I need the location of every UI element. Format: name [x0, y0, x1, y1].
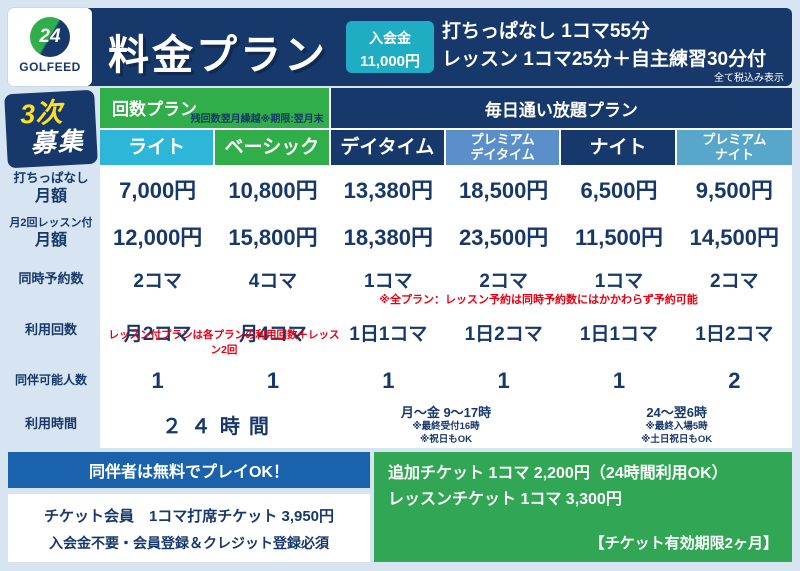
usage-cell: 月4コマ	[239, 324, 307, 345]
usage-cell: 月2コマ	[123, 324, 192, 345]
row-label-usage: 利用回数	[24, 322, 77, 337]
price-table: 回数プラン 残回数翌月繰越※期限:翌月末 毎日通い放題プラン ライト ベーシック…	[100, 88, 792, 448]
column-label-line1: プレミアム	[470, 131, 535, 147]
group-header-unlimited-plan: 毎日通い放題プラン	[330, 88, 792, 128]
row-label-monthly: 打ちっぱなし 月額	[3, 171, 99, 207]
admission-fee-value: 11,000円	[359, 53, 421, 70]
row-label-lesson-monthly: 月2回レッスン付 月額	[3, 217, 99, 251]
reservation-cell: 2コマ	[133, 271, 182, 292]
recruitment-badge: 3次 募集	[4, 89, 98, 169]
row-label-reservations: 同時予約数	[18, 271, 84, 286]
ticket-member-line2: 入会金不要・会員登録＆クレジット登録必須	[49, 535, 329, 551]
row-companions: 1 1 1 1 1 2	[100, 362, 792, 400]
hours-night-note1: ※最終入場5時	[645, 421, 708, 433]
reservation-cell: 1コマ	[364, 271, 413, 292]
companion-cell: 1	[497, 368, 510, 393]
usage-cell: 1日2コマ	[695, 324, 774, 345]
row-label-companions: 同伴可能人数	[14, 373, 87, 387]
lesson-fee-cell: 23,500円	[459, 224, 549, 250]
ticket-validity-note: 【チケット有効期限2ヶ月】	[589, 535, 778, 552]
hours-night: 24～翌6時 ※最終入場5時 ※土日祝日もOK	[561, 400, 792, 448]
hours-night-main: 24～翌6時	[646, 405, 708, 421]
count-plan-label: 回数プラン	[112, 100, 197, 119]
monthly-fee-cell: 6,500円	[580, 178, 658, 203]
lesson-fee-cell: 15,800円	[228, 224, 318, 250]
reservation-note: ※全プラン：レッスン予約は同時予約数にはかかわらず予約可能	[379, 294, 698, 306]
recruitment-badge-line1: 3次	[19, 97, 63, 130]
usage-cell: 1日1コマ	[349, 324, 428, 345]
lesson-fee-cell: 12,000円	[113, 224, 203, 250]
column-header-daytime: デイタイム	[330, 128, 446, 165]
golfeed-logo: 24 GOLFEED	[8, 8, 92, 86]
monthly-fee-cell: 13,380円	[343, 178, 433, 203]
admission-fee-label: 入会金	[369, 30, 411, 46]
admission-fee-box: 入会金 11,000円	[346, 21, 434, 73]
lesson-fee-cell: 14,500円	[689, 224, 779, 250]
companion-cell: 1	[151, 368, 164, 393]
reservation-cell: 2コマ	[710, 271, 759, 292]
row-label-line2: 月額	[34, 231, 67, 249]
header-info: 打ちっぱなし 1コマ55分 レッスン 1コマ25分＋自主練習30分付	[442, 18, 766, 73]
row-label-line1: 打ちっぱなし	[13, 171, 89, 185]
plan-group-headers: 回数プラン 残回数翌月繰越※期限:翌月末 毎日通い放題プラン	[100, 88, 792, 128]
column-header-basic: ベーシック	[215, 128, 331, 165]
additional-ticket-box: 追加チケット 1コマ 2,200円（24時間利用OK） レッスンチケット 1コマ…	[374, 452, 792, 562]
row-label-line2: 月額	[34, 187, 67, 205]
companion-cell: 1	[612, 368, 626, 393]
reservation-cell: 4コマ	[248, 271, 298, 292]
usage-note: レッスン付プランは各プランの利用回数＋レッスン2回	[108, 329, 340, 356]
hours-daytime-main: 月～金 9～17時	[400, 405, 492, 421]
column-label-line2: ナイト	[714, 146, 754, 162]
row-monthly-fee: 7,000円 10,800円 13,380円 18,500円 6,500円 9,…	[100, 165, 792, 213]
row-simultaneous-reservations: 2コマ 4コマ 1コマ 2コマ 1コマ 2コマ ※全プラン：レッスン予約は同時予…	[100, 258, 792, 312]
recruitment-badge-line2: 募集	[29, 126, 86, 158]
header-info-line1: 打ちっぱなし 1コマ55分	[442, 21, 650, 42]
column-label-line1: プレミアム	[702, 131, 767, 147]
column-header-premium-daytime: プレミアム デイタイム	[446, 128, 562, 165]
column-header-night: ナイト	[561, 128, 677, 165]
monthly-fee-cell: 18,500円	[459, 178, 549, 203]
logo-24-icon: 24	[30, 17, 70, 57]
row-usage-count: 月2コマ 月4コマ 1日1コマ 1日2コマ 1日1コマ 1日2コマ レッスン付プ…	[100, 312, 792, 362]
column-header-premium-night: プレミアム ナイト	[676, 128, 792, 165]
row-label-line1: 月2回レッスン付	[9, 217, 93, 229]
logo-brand-text: GOLFEED	[19, 60, 81, 74]
hours-night-note2: ※土日祝日もOK	[641, 433, 713, 445]
hours-daytime: 月～金 9～17時 ※最終受付16時 ※祝日もOK	[331, 400, 562, 448]
monthly-fee-cell: 7,000円	[119, 178, 197, 203]
tax-included-note: 全て税込み表示	[714, 73, 784, 84]
count-plan-note: 残回数翌月繰越※期限:翌月末	[190, 114, 324, 125]
row-hours: ２４時間 月～金 9～17時 ※最終受付16時 ※祝日もOK 24～翌6時 ※最…	[100, 400, 792, 448]
column-label-line2: デイタイム	[470, 146, 535, 162]
ticket-member-line1: チケット会員 1コマ打席チケット 3,950円	[43, 508, 335, 525]
plan-column-headers: ライト ベーシック デイタイム プレミアム デイタイム ナイト プレミアム ナイ…	[100, 128, 792, 165]
header-info-line2: レッスン 1コマ25分＋自主練習30分付	[442, 48, 767, 70]
hours-24h: ２４時間	[161, 415, 278, 438]
reservation-cell: 1コマ	[594, 271, 644, 292]
usage-cell: 1日2コマ	[464, 324, 543, 345]
hours-daytime-note2: ※祝日もOK	[419, 433, 472, 445]
usage-cell: 1日1コマ	[579, 324, 659, 345]
header-bar: 料金プラン 入会金 11,000円 打ちっぱなし 1コマ55分 レッスン 1コマ…	[88, 8, 792, 86]
row-lesson-monthly-fee: 12,000円 15,800円 18,380円 23,500円 11,500円 …	[100, 213, 792, 258]
monthly-fee-cell: 9,500円	[695, 178, 773, 203]
reservation-cell: 2コマ	[479, 271, 528, 292]
ticket-member-box: チケット会員 1コマ打席チケット 3,950円 入会金不要・会員登録＆クレジット…	[8, 494, 370, 562]
lesson-fee-cell: 18,380円	[343, 224, 433, 250]
companion-cell: 1	[382, 368, 395, 393]
row-label-hours: 利用時間	[24, 416, 77, 431]
companion-cell: 1	[266, 368, 280, 393]
additional-ticket-line2: レッスンチケット 1コマ 3,300円	[388, 490, 622, 508]
lesson-fee-cell: 11,500円	[574, 224, 664, 250]
page-title: 料金プラン	[108, 32, 328, 78]
hours-daytime-note1: ※最終受付16時	[412, 421, 480, 433]
monthly-fee-cell: 10,800円	[228, 178, 318, 203]
companion-free-banner: 同伴者は無料でプレイOK！	[8, 452, 370, 488]
group-header-count-plan: 回数プラン 残回数翌月繰越※期限:翌月末	[100, 88, 331, 128]
column-header-light: ライト	[100, 128, 216, 165]
companion-cell: 2	[728, 368, 741, 393]
additional-ticket-line1: 追加チケット 1コマ 2,200円（24時間利用OK）	[388, 465, 728, 482]
